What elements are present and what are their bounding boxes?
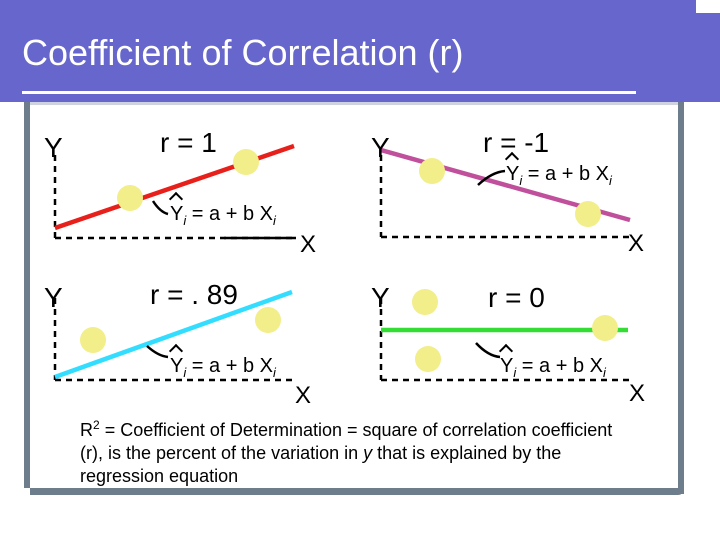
slide-title: Coefficient of Correlation (r) [22, 32, 464, 73]
pointer-arrow [475, 342, 501, 359]
title-banner [0, 0, 720, 102]
y-hat: Y [506, 163, 520, 185]
panel-r0 [379, 289, 630, 382]
data-point [412, 289, 438, 315]
x-axis-label: X [629, 380, 646, 407]
content-frame-right [678, 102, 684, 494]
y-hat: Y [500, 355, 514, 377]
regression-equation: Yi = a + b Xi [170, 203, 276, 232]
data-point [419, 158, 445, 184]
pointer-arrow [477, 169, 506, 186]
equation-rest: = a + b X [186, 203, 273, 225]
content-frame-top [30, 102, 678, 105]
corner-decoration [696, 0, 720, 13]
footnote-body: = Coefficient of Determination = square … [80, 420, 613, 463]
y-axis-label: Y [371, 132, 390, 163]
data-point [255, 307, 281, 333]
subscript: i [183, 213, 187, 228]
subscript: i [272, 213, 276, 228]
superscript: 2 [93, 418, 100, 432]
y-hat: Y [170, 355, 184, 377]
y-hat: Y [170, 203, 184, 225]
subscript: i [183, 365, 187, 380]
data-point [80, 327, 106, 353]
data-point [117, 185, 143, 211]
panel-r-minus1 [379, 147, 631, 239]
y-axis-label: Y [44, 282, 63, 313]
footnote-body-end: that is explained by the regression equa… [80, 443, 562, 486]
r-value-label: r = . 89 [150, 279, 238, 310]
x-axis-label: X [300, 231, 317, 258]
x-axis-label: X [628, 230, 645, 257]
r2-symbol: R [80, 420, 93, 440]
title-underline [22, 91, 636, 94]
subscript: i [272, 365, 276, 380]
regression-line [54, 289, 293, 380]
equation-rest: = a + b X [522, 163, 609, 185]
data-point [233, 149, 259, 175]
x-axis-label: X [295, 382, 312, 409]
data-point [575, 201, 601, 227]
regression-equation: Yi = a + b Xi [506, 163, 612, 192]
regression-equation: Yi = a + b Xi [170, 355, 276, 384]
r-value-label: r = 1 [160, 127, 217, 158]
equation-rest: = a + b X [516, 355, 603, 377]
r-value-label: r = 0 [488, 282, 545, 313]
subscript: i [513, 365, 517, 380]
footnote-text: R2 = Coefficient of Determination = squa… [80, 414, 640, 488]
pointer-arrow [151, 200, 169, 216]
pointer-arrow [146, 345, 169, 359]
subscript: i [519, 173, 523, 188]
y-axis-label: Y [44, 132, 63, 163]
panel-r089 [53, 289, 296, 382]
subscript: i [602, 365, 606, 380]
subscript: i [608, 173, 612, 188]
regression-equation: Yi = a + b Xi [500, 355, 606, 384]
y-variable: y [363, 443, 373, 463]
equation-rest: = a + b X [186, 355, 273, 377]
content-frame-bottom [30, 488, 684, 495]
data-point [592, 315, 618, 341]
r-value-label: r = -1 [483, 127, 550, 158]
y-axis-label: Y [371, 282, 390, 313]
data-point [415, 346, 441, 372]
panel-r1 [53, 143, 296, 240]
content-frame-left [24, 102, 30, 488]
